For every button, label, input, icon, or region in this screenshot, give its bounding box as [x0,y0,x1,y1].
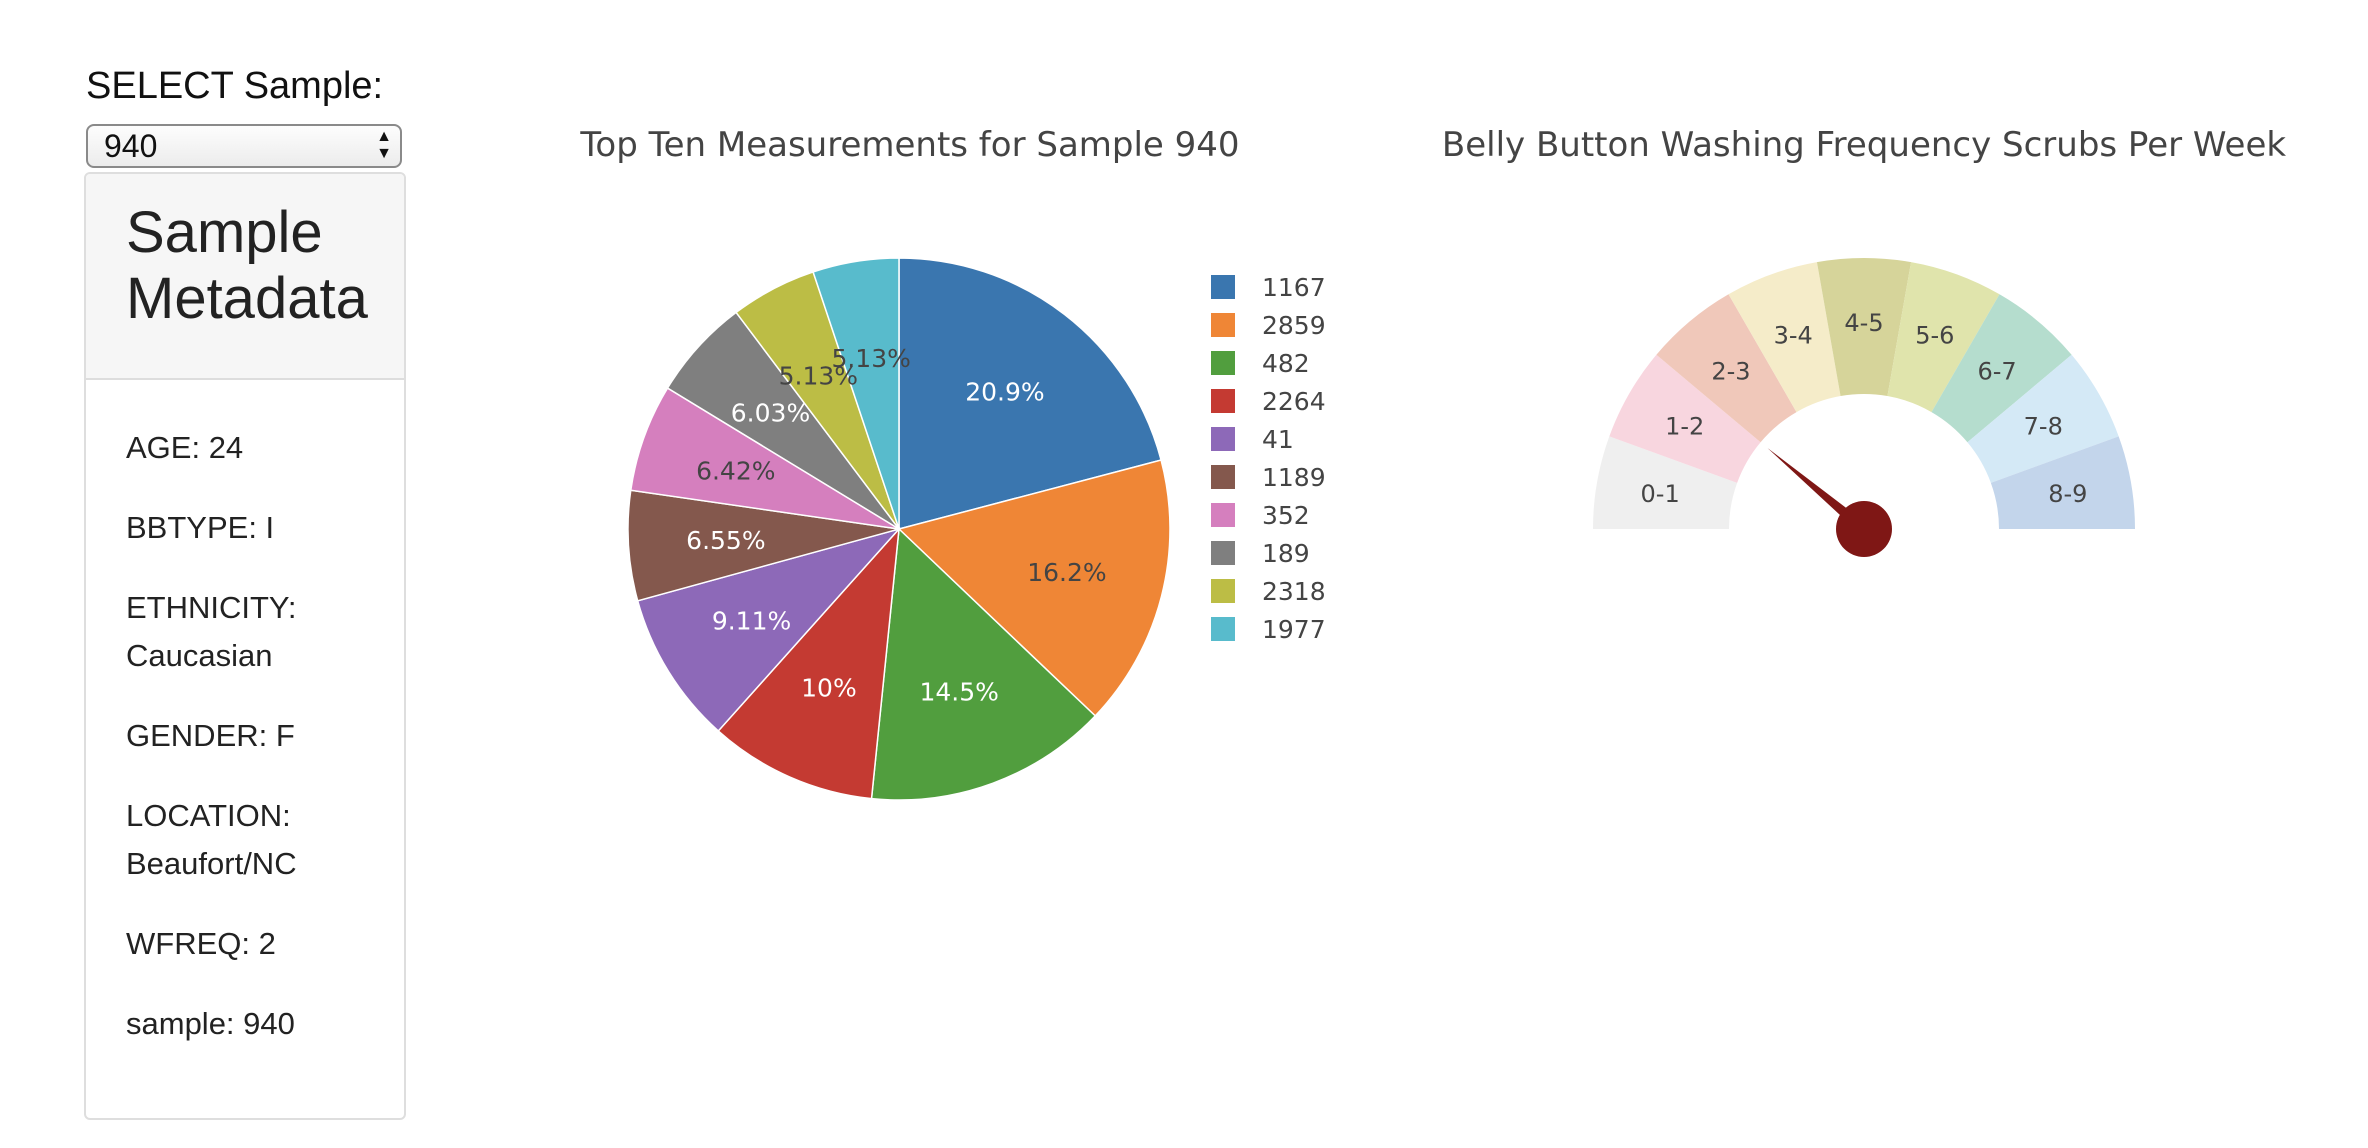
legend-swatch [1211,427,1235,451]
gauge-segment-label: 5-6 [1915,321,1954,349]
gauge-segment-5-6 [1887,262,2000,413]
legend-label: 189 [1262,539,1310,568]
legend-swatch [1211,389,1235,413]
legend-swatch [1211,465,1235,489]
pie-slice-label: 9.11% [712,606,791,635]
metadata-item: AGE: 24 [126,430,244,465]
select-sample-label: SELECT Sample: [86,65,384,107]
pie-slice-41[interactable] [636,527,902,732]
metadata-item: WFREQ: 2 [126,926,276,961]
sample-metadata-panel: Sample Metadata AGE: 24 BBTYPE: I ETHNICIT… [84,172,406,1120]
legend-swatch [1211,541,1235,565]
metadata-item: BBTYPE: I [126,510,275,545]
select-value: 940 [104,128,158,164]
sample-select-dropdown[interactable]: 940 ▲ ▼ [86,124,402,168]
gauge-segment-label: 6-7 [1977,357,2016,385]
pie-slice-2859[interactable] [897,459,1171,717]
legend-label: 2318 [1262,577,1326,606]
legend-swatch [1211,313,1235,337]
gauge-segment-label: 7-8 [2024,413,2063,441]
gauge-segment-6-7 [1931,294,2072,443]
gauge-chart: 0-1 1-22-3 3-4 4-5 5-6 6-7 7-8 8-9 [1593,257,2135,557]
pie-slice-label: 20.9% [965,378,1044,407]
metadata-item: LOCATION: Beaufort/NC [126,798,297,881]
legend-swatch [1211,617,1235,641]
gauge-segment-label: 8-9 [2048,480,2087,508]
metadata-title: Sample Metadata [126,200,368,331]
legend-swatch [1211,503,1235,527]
legend-label: 2859 [1262,311,1326,340]
gauge-segment-7-8 [1967,354,2119,483]
legend-label: 41 [1262,425,1294,454]
legend-swatch [1211,579,1235,603]
pie-slice-label: 14.5% [919,678,998,707]
pie-slice-label: 10% [801,674,857,703]
gauge-segment-label: 0-1 [1641,480,1680,508]
gauge-segment-0-1 [1593,436,1738,529]
pie-slice-label: 6.42% [696,456,775,485]
gauge-segment-2-3 [1656,294,1797,443]
gauge-needle-hub [1836,501,1892,557]
legend-swatch [1211,275,1235,299]
gauge-segment-label: 2-3 [1711,357,1750,385]
pie-slice-2264[interactable] [717,526,900,800]
legend-label: 1167 [1262,273,1326,302]
legend-label: 482 [1262,349,1310,378]
pie-slice-label: 5.13% [831,344,910,373]
pie-slice-label: 5.13% [779,361,858,390]
gauge-segment-4-5 [1816,257,1912,397]
pie-slice-482[interactable] [870,527,1097,801]
gauge-segment-label: 4-5 [1844,309,1883,337]
gauge-segment-label: 1-2 [1665,413,1704,441]
legend-label: 2264 [1262,387,1326,416]
legend-label: 352 [1262,501,1310,530]
gauge-segment-8-9 [1990,436,2135,529]
gauge-chart-title: Belly Button Washing Frequency Scrubs Pe… [1442,125,2287,165]
pie-slice-label: 6.55% [686,526,765,555]
gauge-segment-1-2 [1609,354,1761,483]
metadata-item: GENDER: F [126,718,295,753]
pie-slice-1167[interactable] [898,257,1162,530]
metadata-item: sample: 940 [126,1006,295,1041]
metadata-header: Sample Metadata [86,174,404,380]
legend-label: 1977 [1262,615,1326,644]
sample-select-panel: SELECT Sample: 940 ▲ ▼ [84,58,404,168]
select-arrows-icon: ▲ ▼ [376,128,392,162]
pie-slice-1977[interactable] [812,257,900,530]
pie-legend: 1167 2859 482 2264 41 1189 352 189 2318 1977 [1211,273,1326,644]
metadata-item: ETHNICITY: Caucasian [126,590,297,673]
gauge-segment-3-4 [1728,262,1841,413]
pie-slice-1189[interactable] [627,489,900,602]
pie-chart: 20.9% 16.2% 14.5% 10% 9.11% 6.55% 6.42% 6.03% 5.… [627,257,1171,801]
gauge-segment-label: 3-4 [1774,321,1813,349]
pie-chart-title: Top Ten Measurements for Sample 940 [579,125,1239,165]
legend-swatch [1211,351,1235,375]
pie-slice-label: 16.2% [1027,558,1106,587]
legend-label: 1189 [1262,463,1326,492]
pie-slice-label: 6.03% [731,399,810,428]
metadata-body: AGE: 24 BBTYPE: I ETHNICITY: Caucasian GEND… [86,380,404,1048]
